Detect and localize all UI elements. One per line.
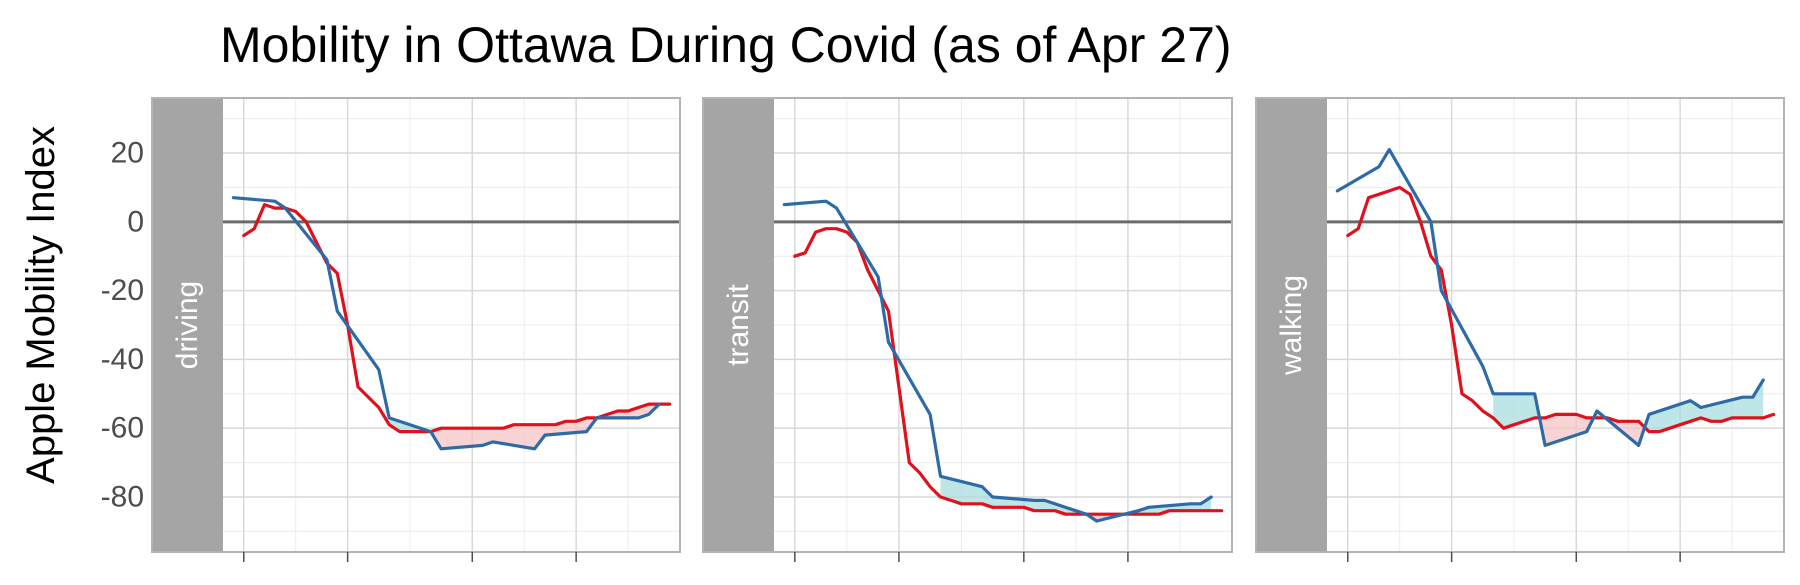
facet-strip <box>152 98 223 552</box>
difference-ribbon <box>433 404 660 449</box>
difference-ribbon <box>1646 380 1764 432</box>
y-tick-label: 20 <box>111 137 144 170</box>
facet-strip <box>703 98 774 552</box>
y-tick-label: -20 <box>101 274 144 307</box>
series-line-blue <box>1335 148 1765 447</box>
facet-panel-walking: walking <box>1255 97 1785 562</box>
y-tick-label: -40 <box>101 343 144 376</box>
facet-label-walking: walking <box>1275 275 1308 376</box>
plot-area: 20 0 -20 -40 -60 -80 driving transit walking <box>101 97 1785 562</box>
series-line-blue <box>231 196 661 451</box>
series-line-red <box>793 227 1224 516</box>
y-tick-label: -80 <box>101 480 144 513</box>
y-axis-title: Apple Mobility Index <box>19 126 63 484</box>
facet-label-driving: driving <box>171 281 204 369</box>
panel-border <box>151 97 681 553</box>
facet-panel-transit: transit <box>702 97 1233 562</box>
y-tick-label: 0 <box>127 205 144 238</box>
difference-ribbon <box>1539 414 1595 446</box>
series-line-red <box>1346 185 1776 434</box>
difference-ribbon <box>1607 417 1647 446</box>
panel-border <box>702 97 1233 553</box>
y-tick-label: -60 <box>101 412 144 445</box>
chart-title: Mobility in Ottawa During Covid (as of A… <box>220 17 1232 73</box>
panel-border <box>1255 97 1785 553</box>
facet-panel-driving: driving <box>151 97 681 562</box>
series-line-blue <box>782 199 1213 523</box>
facet-strip <box>1256 98 1327 552</box>
facet-label-transit: transit <box>722 283 755 365</box>
